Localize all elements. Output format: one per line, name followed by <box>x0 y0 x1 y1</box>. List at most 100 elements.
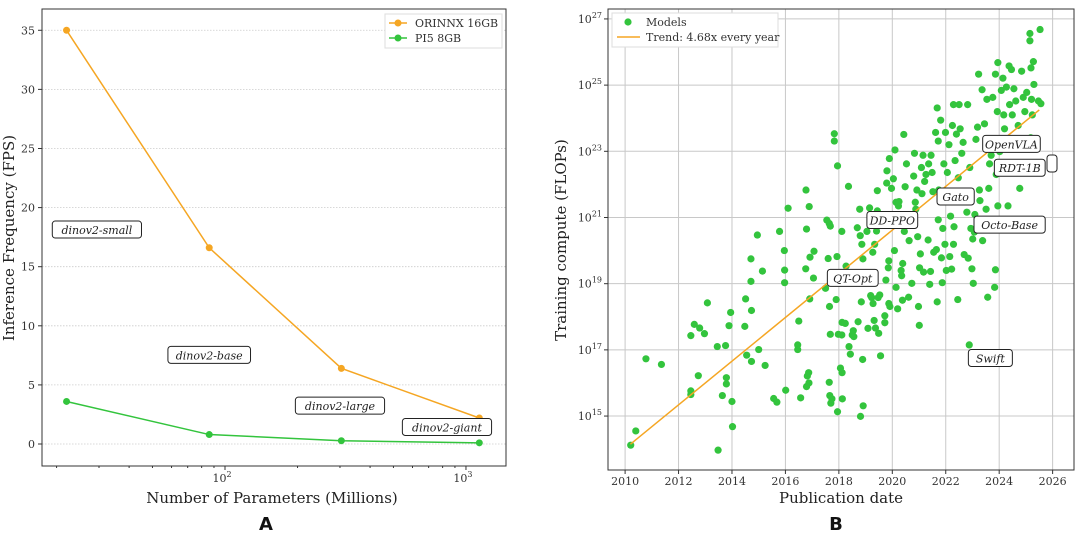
model-point <box>833 408 842 416</box>
x-tick-exponent: 3 <box>467 470 472 479</box>
model-point <box>982 205 990 213</box>
model-point <box>948 265 956 273</box>
data-point <box>63 397 71 405</box>
model-point <box>910 149 919 157</box>
model-point <box>853 224 861 232</box>
model-point <box>964 254 972 262</box>
panel-label-a: A <box>259 514 273 535</box>
data-point <box>205 244 213 252</box>
model-point <box>805 379 813 387</box>
model-point <box>856 412 865 420</box>
model-point <box>810 247 818 255</box>
model-point <box>991 266 1000 274</box>
model-point <box>857 298 865 306</box>
model-point <box>991 283 999 291</box>
model-point <box>963 208 971 216</box>
model-point <box>965 341 973 349</box>
model-point <box>856 232 864 240</box>
y-tick-exponent: 27 <box>592 11 602 20</box>
model-point <box>722 380 730 388</box>
model-point <box>806 253 814 261</box>
model-point <box>713 342 721 351</box>
model-point <box>956 125 964 133</box>
y-tick-label: 30 <box>21 83 35 96</box>
model-point <box>937 254 946 262</box>
model-point <box>833 162 842 170</box>
legend-label: Trend: 4.68x every year <box>646 31 780 44</box>
model-point <box>902 160 911 168</box>
data-point <box>205 431 213 439</box>
legend-marker <box>394 19 402 27</box>
model-point <box>863 227 871 235</box>
model-point <box>859 355 867 364</box>
model-point <box>830 130 838 138</box>
y-tick-label: 35 <box>21 24 35 37</box>
model-point <box>858 240 866 248</box>
model-point <box>869 299 877 308</box>
model-point <box>883 167 891 175</box>
model-point <box>832 295 840 304</box>
model-point <box>932 245 940 254</box>
model-point <box>984 293 992 301</box>
annotation-box <box>401 417 493 436</box>
model-point <box>1027 64 1035 72</box>
model-point <box>927 151 935 159</box>
model-point <box>885 154 893 163</box>
model-point <box>934 137 942 145</box>
model-point <box>989 93 997 101</box>
model-point <box>1000 125 1009 133</box>
model-point <box>864 324 872 332</box>
model-point <box>728 423 737 431</box>
model-point <box>865 204 874 212</box>
model-point <box>922 170 930 179</box>
model-point <box>939 224 947 233</box>
model-point <box>806 295 814 303</box>
model-point <box>741 322 749 330</box>
model-point <box>1023 88 1031 96</box>
model-point <box>1016 184 1024 192</box>
y-tick-exponent: 25 <box>592 77 602 86</box>
model-point <box>972 135 980 143</box>
x-tick-exponent: 2 <box>226 470 231 479</box>
model-point <box>908 279 916 287</box>
y-tick-exponent: 21 <box>592 209 602 218</box>
model-point <box>687 332 695 340</box>
model-point <box>1036 25 1044 34</box>
y-tick-base: 10 <box>578 79 592 92</box>
model-point <box>838 369 846 377</box>
model-point <box>884 264 892 272</box>
model-point <box>941 128 950 137</box>
series-line-1 <box>66 400 480 444</box>
model-point <box>838 395 846 403</box>
model-point <box>952 130 961 138</box>
annotation-box <box>993 158 1046 177</box>
plot-frame <box>41 8 507 467</box>
model-point <box>933 104 941 112</box>
model-point <box>1021 107 1029 116</box>
model-point <box>940 160 948 168</box>
model-point <box>1010 85 1018 93</box>
model-point <box>755 345 763 354</box>
model-point <box>889 175 897 183</box>
annotation-box <box>973 215 1046 234</box>
model-point <box>948 121 957 130</box>
data-point <box>337 364 345 372</box>
data-point <box>63 26 71 34</box>
model-point <box>830 137 838 145</box>
model-point <box>918 190 926 198</box>
model-point <box>694 372 702 380</box>
y-tick-exponent: 19 <box>592 276 602 285</box>
model-point <box>910 172 918 180</box>
model-point <box>885 257 893 265</box>
y-tick-label: 1015 <box>578 408 602 423</box>
legend-box <box>611 12 779 48</box>
model-point <box>870 316 878 325</box>
model-point <box>825 302 834 311</box>
model-point <box>985 184 993 192</box>
y-tick-base: 10 <box>578 410 592 423</box>
model-point <box>718 391 726 400</box>
model-point <box>946 212 955 220</box>
model-point <box>891 146 899 154</box>
y-tick-label: 1025 <box>578 77 602 92</box>
model-point <box>782 386 790 394</box>
